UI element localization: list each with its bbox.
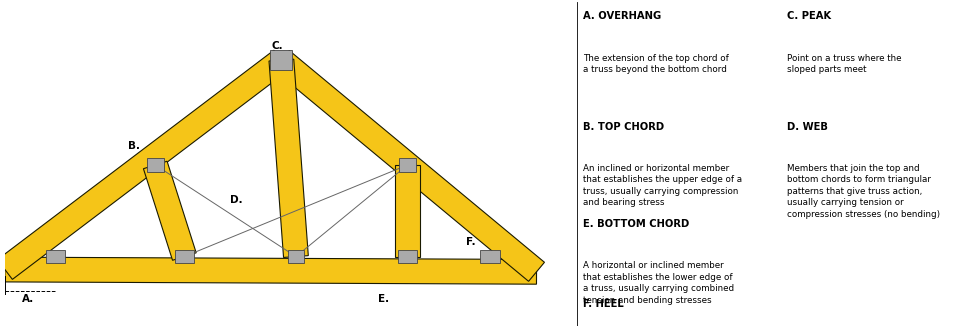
Polygon shape xyxy=(5,257,536,284)
Text: A. OVERHANG: A. OVERHANG xyxy=(583,11,661,21)
Text: E. BOTTOM CHORD: E. BOTTOM CHORD xyxy=(583,219,690,229)
FancyBboxPatch shape xyxy=(271,51,292,70)
Text: A horizontal or inclined member
that establishes the lower edge of
a truss, usua: A horizontal or inclined member that est… xyxy=(583,261,735,305)
Text: D.: D. xyxy=(230,195,242,205)
Polygon shape xyxy=(269,59,309,257)
FancyBboxPatch shape xyxy=(400,158,416,172)
Text: An inclined or horizontal member
that establishes the upper edge of a
truss, usu: An inclined or horizontal member that es… xyxy=(583,164,743,207)
FancyBboxPatch shape xyxy=(175,250,194,263)
Polygon shape xyxy=(0,50,289,279)
FancyBboxPatch shape xyxy=(481,250,499,263)
Text: D. WEB: D. WEB xyxy=(786,122,828,132)
Text: C. PEAK: C. PEAK xyxy=(786,11,831,21)
Polygon shape xyxy=(395,165,420,256)
Text: C.: C. xyxy=(272,41,283,51)
Polygon shape xyxy=(274,51,544,281)
Text: Point on a truss where the
sloped parts meet: Point on a truss where the sloped parts … xyxy=(786,53,902,74)
Text: Members that join the top and
bottom chords to form triangular
patterns that giv: Members that join the top and bottom cho… xyxy=(786,164,940,219)
Text: B. TOP CHORD: B. TOP CHORD xyxy=(583,122,664,132)
FancyBboxPatch shape xyxy=(46,250,65,263)
Text: B.: B. xyxy=(128,141,140,151)
Text: E.: E. xyxy=(378,295,390,304)
Text: F. HEEL: F. HEEL xyxy=(583,299,624,309)
FancyBboxPatch shape xyxy=(398,250,417,263)
Polygon shape xyxy=(144,161,196,260)
FancyBboxPatch shape xyxy=(147,158,163,172)
Text: The extension of the top chord of
a truss beyond the bottom chord: The extension of the top chord of a trus… xyxy=(583,53,729,74)
FancyBboxPatch shape xyxy=(287,250,304,263)
Text: F.: F. xyxy=(466,237,476,247)
Text: A.: A. xyxy=(22,295,34,304)
